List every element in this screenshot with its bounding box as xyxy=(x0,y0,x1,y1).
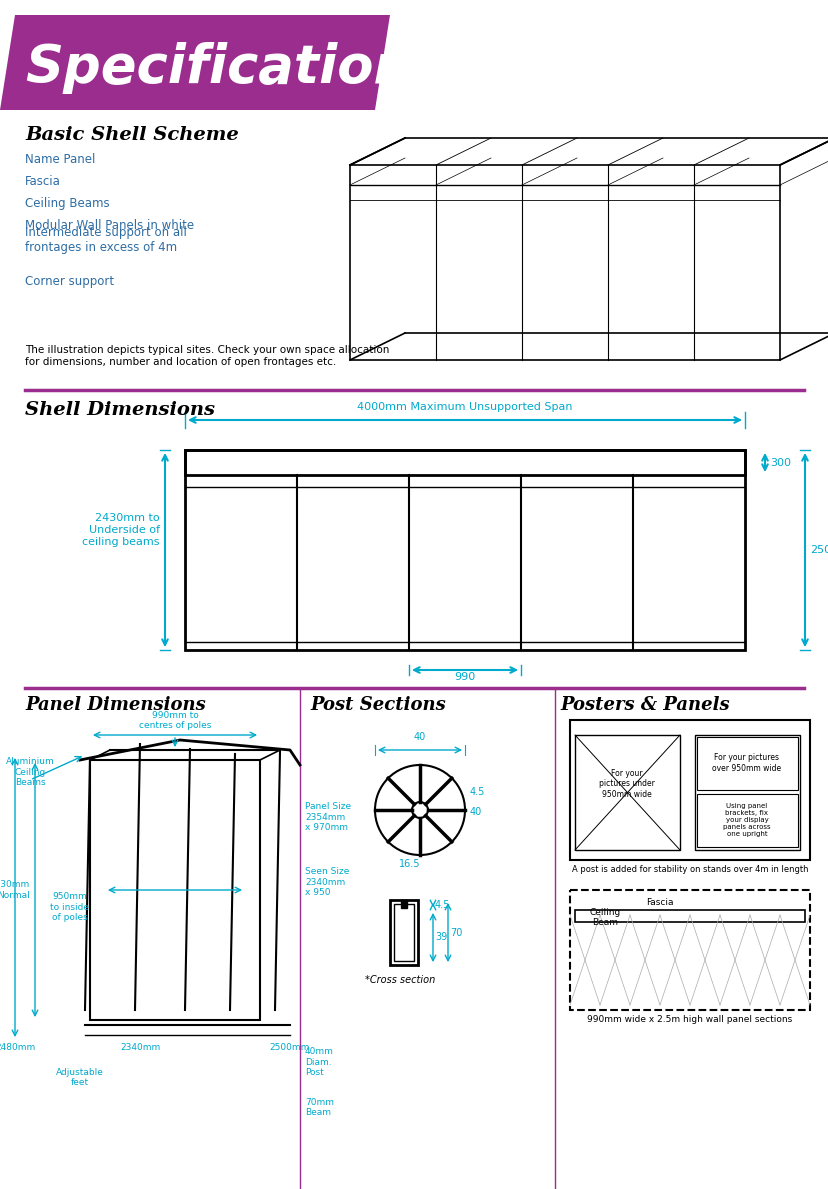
Text: For your pictures
over 950mm wide: For your pictures over 950mm wide xyxy=(711,754,781,773)
Text: 40mm
Diam.
Post: 40mm Diam. Post xyxy=(305,1048,334,1077)
Bar xyxy=(185,449,744,650)
Bar xyxy=(575,735,679,850)
Text: 300: 300 xyxy=(769,458,790,467)
Text: 4.5: 4.5 xyxy=(435,900,450,910)
Text: 2480mm: 2480mm xyxy=(0,1043,35,1052)
Text: Intermediate support on all
frontages in excess of 4m: Intermediate support on all frontages in… xyxy=(25,226,186,254)
Text: Specifications: Specifications xyxy=(25,42,442,94)
Text: Seen Size
2340mm
x 950: Seen Size 2340mm x 950 xyxy=(305,867,349,897)
Bar xyxy=(389,900,417,965)
Text: 39: 39 xyxy=(435,932,447,943)
Text: 2430mm to
Underside of
ceiling beams: 2430mm to Underside of ceiling beams xyxy=(83,514,160,547)
Bar xyxy=(90,760,260,1020)
Text: Modular Wall Panels in white: Modular Wall Panels in white xyxy=(25,219,194,232)
Text: Panel Dimensions: Panel Dimensions xyxy=(25,696,205,715)
Text: Ceiling
Beam: Ceiling Beam xyxy=(589,907,620,927)
Text: Corner support: Corner support xyxy=(25,275,114,288)
Bar xyxy=(575,910,804,921)
Text: 4000mm Maximum Unsupported Span: 4000mm Maximum Unsupported Span xyxy=(357,402,572,413)
Text: Adjustable
feet: Adjustable feet xyxy=(56,1068,104,1087)
Bar xyxy=(185,449,744,474)
Text: Ceiling Beams: Ceiling Beams xyxy=(25,197,109,210)
Text: 40: 40 xyxy=(469,807,482,817)
Text: 16.5: 16.5 xyxy=(399,858,421,869)
Text: *Cross section: *Cross section xyxy=(364,975,435,984)
Text: 2340mm: 2340mm xyxy=(120,1043,160,1052)
Text: Basic Shell Scheme: Basic Shell Scheme xyxy=(25,126,238,144)
Bar xyxy=(570,721,809,860)
Text: 2430mm
Normal: 2430mm Normal xyxy=(0,880,30,900)
Text: Fascia: Fascia xyxy=(646,898,673,907)
Text: Shell Dimensions: Shell Dimensions xyxy=(25,401,214,419)
Text: 70mm
Beam: 70mm Beam xyxy=(305,1097,334,1116)
Text: 990: 990 xyxy=(454,672,475,682)
Bar xyxy=(401,900,407,908)
Bar xyxy=(694,735,799,850)
Text: The illustration depicts typical sites. Check your own space allocation
for dime: The illustration depicts typical sites. … xyxy=(25,345,389,367)
Bar xyxy=(570,891,809,1009)
Text: Panel Size
2354mm
x 970mm: Panel Size 2354mm x 970mm xyxy=(305,803,351,832)
Text: 990mm to
centres of poles: 990mm to centres of poles xyxy=(138,711,211,730)
Text: 990mm wide x 2.5m high wall panel sections: 990mm wide x 2.5m high wall panel sectio… xyxy=(587,1015,792,1024)
Bar xyxy=(696,794,797,847)
Text: Posters & Panels: Posters & Panels xyxy=(560,696,729,715)
Text: 2500mm: 2500mm xyxy=(269,1043,310,1052)
Text: Using panel
brackets, fix
your display
panels across
one upright: Using panel brackets, fix your display p… xyxy=(722,803,770,837)
Bar xyxy=(696,737,797,789)
Text: Post Sections: Post Sections xyxy=(310,696,445,715)
Text: 4.5: 4.5 xyxy=(469,787,484,797)
Text: 40: 40 xyxy=(413,732,426,742)
Text: Fascia: Fascia xyxy=(25,175,60,188)
Text: Name Panel: Name Panel xyxy=(25,153,95,166)
Text: Aluminium
Ceiling
Beams: Aluminium Ceiling Beams xyxy=(6,757,55,787)
Text: 2500mm: 2500mm xyxy=(809,545,828,555)
Text: A post is added for stability on stands over 4m in length: A post is added for stability on stands … xyxy=(571,866,807,874)
Polygon shape xyxy=(0,15,389,111)
Text: 70: 70 xyxy=(450,927,462,937)
Text: For your
pictures under
950mm wide: For your pictures under 950mm wide xyxy=(599,769,654,799)
Bar xyxy=(393,904,413,961)
Text: 950mm
to inside
of poles: 950mm to inside of poles xyxy=(51,892,89,921)
